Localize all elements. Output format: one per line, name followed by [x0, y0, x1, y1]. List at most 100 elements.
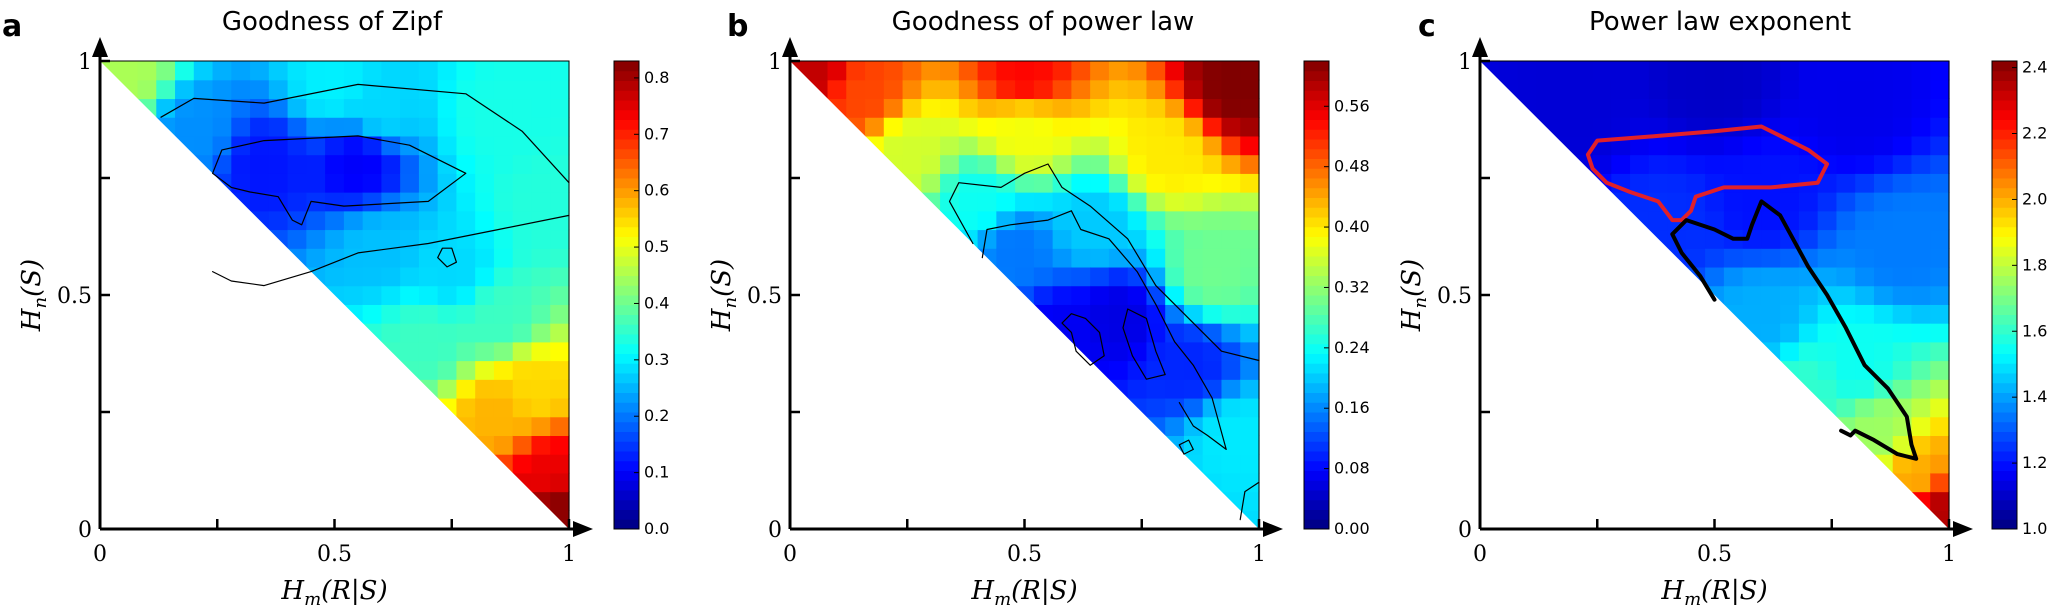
- heatmap-cell: [212, 135, 232, 156]
- heatmap-cell: [1630, 173, 1650, 193]
- colorbar-tick-label: 1.8: [2022, 255, 2047, 274]
- heatmap-cell: [1761, 98, 1781, 118]
- heatmap-cell: [512, 154, 533, 174]
- colorbar-tick-label: 1.2: [2022, 453, 2047, 472]
- y-tick-label: 1: [78, 50, 92, 75]
- y-tick-label: 0: [78, 518, 92, 543]
- heatmap-cell: [437, 117, 458, 137]
- heatmap-cell: [996, 192, 1016, 212]
- heatmap-cell: [1873, 266, 1894, 287]
- heatmap-cell: [1836, 117, 1856, 137]
- contour-line: [212, 135, 467, 226]
- heatmap-cell: [362, 266, 382, 287]
- heatmap-cell: [1015, 266, 1035, 287]
- heatmap-cell: [1798, 117, 1819, 137]
- heatmap-cell: [1090, 98, 1110, 118]
- heatmap-cell: [1705, 61, 1725, 81]
- heatmap-cell: [531, 435, 551, 455]
- heatmap-cell: [865, 61, 885, 81]
- heatmap-cell: [1705, 192, 1725, 212]
- heatmap-cell: [940, 173, 960, 193]
- heatmap-cell: [287, 79, 307, 100]
- heatmap-cell: [1817, 229, 1838, 249]
- heatmap-cell: [1127, 117, 1148, 137]
- heatmap-cell: [1108, 248, 1129, 268]
- heatmap-cell: [418, 360, 439, 380]
- heatmap-cell: [418, 210, 439, 231]
- heatmap-cell: [475, 248, 495, 268]
- heatmap-cell: [362, 248, 382, 268]
- heatmap-cell: [1052, 173, 1072, 193]
- heatmap-cell: [1667, 79, 1687, 100]
- heatmap-cell: [362, 192, 382, 212]
- heatmap-cell: [381, 192, 401, 212]
- heatmap-cell: [1015, 248, 1035, 268]
- heatmap-cell: [550, 266, 570, 287]
- heatmap-cell: [1648, 173, 1669, 193]
- colorbar-tick-label: 0.00: [1334, 519, 1370, 538]
- colorbar-tick-label: 0.7: [644, 124, 669, 143]
- heatmap-cell: [1033, 61, 1054, 81]
- heatmap-cell: [512, 323, 533, 343]
- heatmap-cell: [1855, 229, 1875, 249]
- colorbar-frame: [1991, 60, 2018, 530]
- heatmap-cell: [362, 154, 382, 174]
- heatmap-cell: [456, 397, 476, 418]
- colorbar-band: [614, 509, 639, 520]
- colorbar-band: [1304, 314, 1329, 325]
- colorbar-band: [614, 139, 639, 150]
- colorbar-band: [1304, 168, 1329, 179]
- y-tick-label: 0: [768, 518, 782, 543]
- heatmap-cell: [1108, 360, 1129, 380]
- colorbar-band: [1992, 499, 2017, 510]
- heatmap-cell: [362, 135, 382, 156]
- heatmap-cell: [512, 210, 533, 231]
- heatmap-cell: [400, 229, 420, 249]
- heatmap-cell: [1892, 210, 1913, 231]
- heatmap-cell: [1033, 79, 1054, 100]
- colorbar-band: [1992, 353, 2017, 364]
- heatmap-cell: [512, 135, 533, 156]
- heatmap-cell: [1911, 98, 1931, 118]
- heatmap-cell: [1202, 135, 1223, 156]
- heatmap-cell: [1221, 323, 1241, 343]
- heatmap-cell: [418, 341, 439, 362]
- heatmap-cell: [1648, 61, 1669, 81]
- colorbar-band: [614, 392, 639, 403]
- heatmap-cell: [325, 117, 345, 137]
- heatmap-cell: [1090, 61, 1110, 81]
- heatmap-cell: [1855, 135, 1875, 156]
- heatmap-cell: [1686, 135, 1706, 156]
- heatmap-cell: [1855, 266, 1875, 287]
- heatmap-cell: [1090, 173, 1110, 193]
- colorbar-band: [614, 178, 639, 189]
- heatmap-cell: [325, 173, 345, 193]
- colorbar-band: [614, 304, 639, 315]
- heatmap-cell: [306, 117, 326, 137]
- heatmap-cell: [550, 117, 570, 137]
- heatmap-cell: [940, 154, 960, 174]
- heatmap-cell: [958, 173, 979, 193]
- heatmap-cell: [1183, 229, 1204, 249]
- colorbar-band: [614, 441, 639, 452]
- y-axis-label: Hn(S): [17, 259, 51, 332]
- heatmap-cell: [902, 135, 922, 156]
- heatmap-cell: [550, 491, 570, 511]
- colorbar-tick-label: 0.6: [644, 181, 669, 200]
- colorbar-band: [1992, 178, 2017, 189]
- heatmap-cell: [550, 173, 570, 193]
- colorbar-band: [1304, 100, 1329, 111]
- heatmap-cell: [1892, 304, 1913, 324]
- heatmap-cell: [1855, 192, 1875, 212]
- heatmap-cell: [1090, 285, 1110, 305]
- heatmap-cell: [1742, 285, 1762, 305]
- heatmap-cell: [343, 266, 364, 287]
- heatmap-cell: [1705, 154, 1725, 174]
- heatmap-cell: [1742, 173, 1762, 193]
- chart-title: Goodness of power law: [892, 7, 1195, 37]
- heatmap-cell: [996, 135, 1016, 156]
- colorbar-band: [614, 90, 639, 101]
- colorbar-band: [614, 275, 639, 286]
- heatmap-cell: [883, 61, 904, 81]
- heatmap-cell: [475, 416, 495, 436]
